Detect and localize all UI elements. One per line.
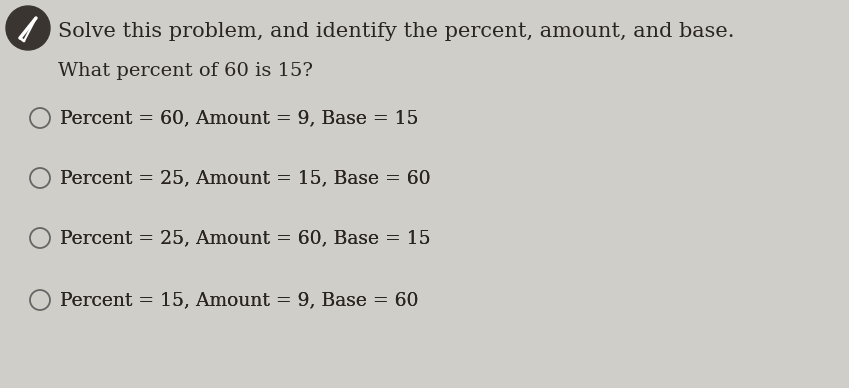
Text: Solve this problem, and identify the percent, amount, and base.: Solve this problem, and identify the per… — [58, 22, 734, 41]
Text: Percent = 15, Amount = 9, Base = 60: Percent = 15, Amount = 9, Base = 60 — [60, 291, 419, 309]
Text: Percent = 25, Amount = 60, Base = 15: Percent = 25, Amount = 60, Base = 15 — [60, 229, 430, 247]
Text: What percent of 60 is 15?: What percent of 60 is 15? — [58, 62, 313, 80]
Text: Percent = 60, Amount = 9, Base = 15: Percent = 60, Amount = 9, Base = 15 — [60, 109, 419, 127]
Text: Percent = 60, Amount = 9, Base = 15: Percent = 60, Amount = 9, Base = 15 — [60, 109, 419, 127]
Text: Percent = 25, Amount = 15, Base = 60: Percent = 25, Amount = 15, Base = 60 — [60, 169, 430, 187]
Circle shape — [6, 6, 50, 50]
Text: Percent = 25, Amount = 15, Base = 60: Percent = 25, Amount = 15, Base = 60 — [60, 169, 430, 187]
Text: Percent = 15, Amount = 9, Base = 60: Percent = 15, Amount = 9, Base = 60 — [60, 291, 419, 309]
Text: Percent = 25, Amount = 60, Base = 15: Percent = 25, Amount = 60, Base = 15 — [60, 229, 430, 247]
